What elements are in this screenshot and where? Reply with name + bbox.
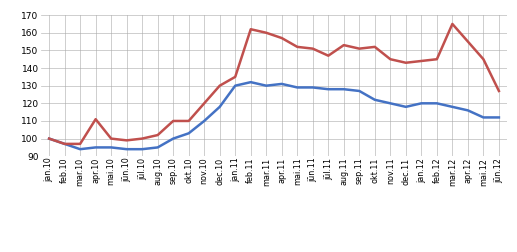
Naftas cenas (Brent) [279, 37, 285, 40]
Naftas cenas (Brent) [155, 134, 161, 137]
Pārtikas cenu  indekss [310, 86, 316, 89]
Pārtikas cenu  indekss [434, 102, 440, 105]
Pārtikas cenu  indekss [325, 88, 331, 91]
Pārtikas cenu  indekss [480, 116, 486, 119]
Naftas cenas (Brent) [465, 40, 471, 43]
Naftas cenas (Brent) [434, 58, 440, 61]
Pārtikas cenu  indekss [263, 84, 269, 87]
Pārtikas cenu  indekss [248, 81, 254, 84]
Pārtikas cenu  indekss [403, 105, 409, 108]
Naftas cenas (Brent) [372, 45, 378, 48]
Pārtikas cenu  indekss [418, 102, 424, 105]
Naftas cenas (Brent) [170, 119, 176, 122]
Line: Naftas cenas (Brent): Naftas cenas (Brent) [49, 24, 499, 144]
Pārtikas cenu  indekss [232, 84, 238, 87]
Pārtikas cenu  indekss [139, 148, 145, 151]
Naftas cenas (Brent) [403, 61, 409, 64]
Pārtikas cenu  indekss [356, 89, 362, 92]
Pārtikas cenu  indekss [465, 109, 471, 112]
Pārtikas cenu  indekss [279, 82, 285, 85]
Pārtikas cenu  indekss [294, 86, 300, 89]
Pārtikas cenu  indekss [449, 105, 455, 108]
Naftas cenas (Brent) [62, 142, 68, 145]
Naftas cenas (Brent) [124, 139, 130, 142]
Naftas cenas (Brent) [139, 137, 145, 140]
Naftas cenas (Brent) [46, 137, 52, 140]
Pārtikas cenu  indekss [62, 142, 68, 145]
Pārtikas cenu  indekss [93, 146, 99, 149]
Naftas cenas (Brent) [93, 118, 99, 121]
Pārtikas cenu  indekss [341, 88, 347, 91]
Pārtikas cenu  indekss [496, 116, 502, 119]
Pārtikas cenu  indekss [170, 137, 176, 140]
Pārtikas cenu  indekss [201, 119, 207, 122]
Naftas cenas (Brent) [217, 84, 223, 87]
Line: Pārtikas cenu  indekss: Pārtikas cenu indekss [49, 82, 499, 149]
Naftas cenas (Brent) [325, 54, 331, 57]
Naftas cenas (Brent) [496, 89, 502, 92]
Naftas cenas (Brent) [201, 102, 207, 105]
Pārtikas cenu  indekss [77, 148, 83, 151]
Naftas cenas (Brent) [356, 47, 362, 50]
Naftas cenas (Brent) [263, 31, 269, 34]
Naftas cenas (Brent) [341, 44, 347, 47]
Pārtikas cenu  indekss [108, 146, 114, 149]
Naftas cenas (Brent) [248, 28, 254, 31]
Naftas cenas (Brent) [186, 119, 192, 122]
Naftas cenas (Brent) [232, 75, 238, 78]
Pārtikas cenu  indekss [372, 98, 378, 101]
Naftas cenas (Brent) [387, 58, 393, 61]
Naftas cenas (Brent) [310, 47, 316, 50]
Pārtikas cenu  indekss [124, 148, 130, 151]
Pārtikas cenu  indekss [217, 105, 223, 108]
Naftas cenas (Brent) [294, 45, 300, 48]
Pārtikas cenu  indekss [155, 146, 161, 149]
Naftas cenas (Brent) [77, 142, 83, 145]
Pārtikas cenu  indekss [387, 102, 393, 105]
Naftas cenas (Brent) [449, 22, 455, 25]
Naftas cenas (Brent) [480, 58, 486, 61]
Naftas cenas (Brent) [418, 59, 424, 62]
Pārtikas cenu  indekss [46, 137, 52, 140]
Pārtikas cenu  indekss [186, 132, 192, 135]
Naftas cenas (Brent) [108, 137, 114, 140]
